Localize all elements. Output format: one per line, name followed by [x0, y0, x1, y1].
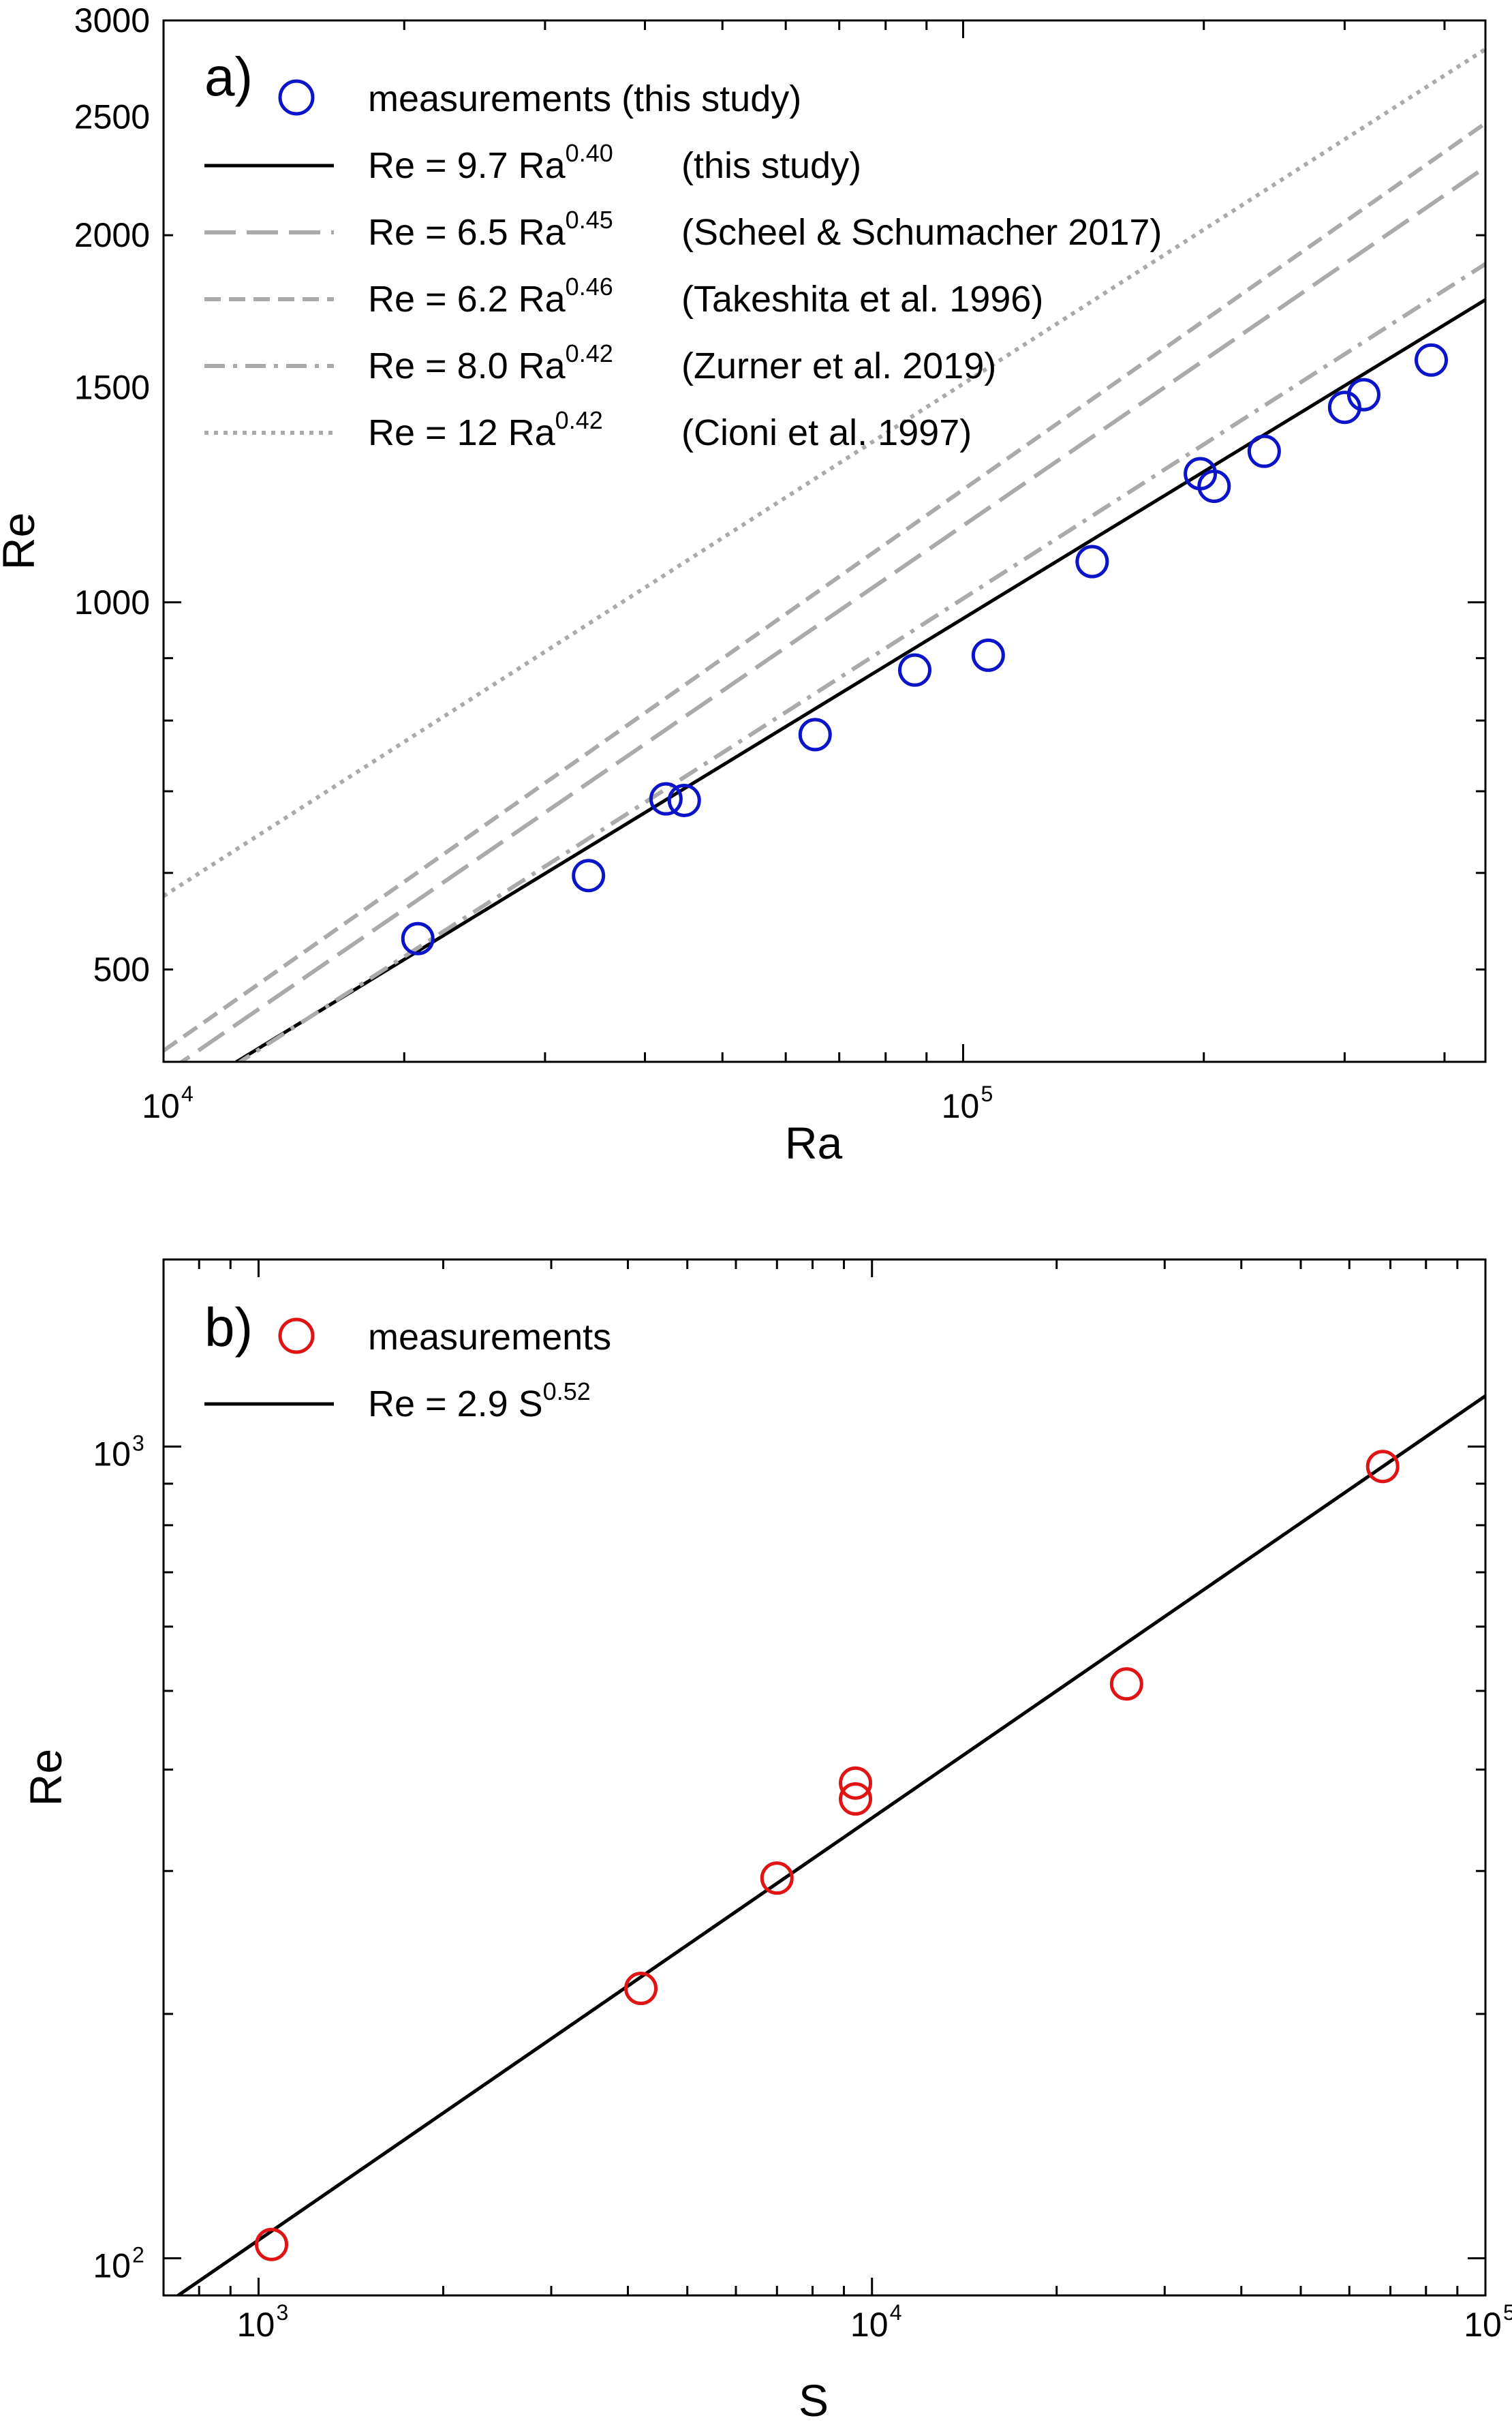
legend-marker: [278, 79, 315, 116]
legend-note: (Cioni et al. 1997): [681, 412, 972, 453]
legend-eq: Re = 9.7 Ra: [368, 145, 566, 186]
data-point: [1346, 378, 1380, 412]
y-tick-label: 2000: [74, 216, 150, 254]
data-point: [255, 2227, 289, 2261]
data-point: [798, 718, 832, 752]
x-tick-label: 10: [942, 1087, 980, 1125]
legend-label: Re = 8.0 Ra0.42: [368, 339, 613, 386]
x-tick-label-exp: 4: [890, 2300, 902, 2325]
legend-marker: [278, 1317, 315, 1354]
x-axis-label: Ra: [785, 1118, 843, 1168]
legend-eq-exp: 0.52: [543, 1377, 591, 1405]
fit-line-4: [164, 47, 1485, 898]
fit-lines: [164, 47, 1485, 1062]
legend-label: Re = 12 Ra0.42: [368, 406, 603, 453]
data-points: [401, 343, 1448, 956]
data-point: [898, 653, 932, 687]
y-tick-label-exp: 3: [132, 1431, 144, 1455]
legend-label: measurements (this study): [368, 78, 801, 119]
plot-frame: [162, 19, 1487, 1063]
x-tick-label: 10: [850, 2306, 889, 2344]
data-point: [1414, 343, 1448, 377]
data-point: [839, 1782, 873, 1816]
data-point: [649, 782, 683, 816]
data-point: [1247, 434, 1281, 468]
fit-line-0: [175, 1394, 1485, 2295]
data-point: [760, 1861, 794, 1895]
data-point: [1109, 1667, 1143, 1701]
data-point: [1366, 1450, 1400, 1484]
legend: measurements (this study) Re = 9.7 Ra0.40…: [204, 78, 1162, 453]
y-tick-label: 500: [93, 950, 150, 988]
y-tick-label: 10: [93, 1435, 131, 1473]
data-point: [1197, 470, 1231, 504]
y-tick-label: 1500: [74, 369, 150, 407]
legend-note: (Scheel & Schumacher 2017): [681, 212, 1162, 253]
legend-label: measurements: [368, 1317, 611, 1358]
legend-eq: Re = 12 Ra: [368, 412, 556, 453]
x-tick-label-exp: 4: [181, 1082, 194, 1106]
legend-eq: Re = 6.2 Ra: [368, 279, 566, 320]
legend-eq: Re = 8.0 Ra: [368, 346, 566, 386]
data-point: [401, 921, 435, 956]
x-axis-label: S: [799, 2375, 829, 2426]
x-tick-label-exp: 5: [1503, 2300, 1512, 2325]
data-point: [1075, 545, 1109, 579]
plot-frame: [162, 1258, 1487, 2297]
legend-note: (Takeshita et al. 1996): [681, 279, 1043, 320]
y-axis-label: Re: [0, 513, 44, 570]
legend-note: (this study): [681, 145, 861, 186]
data-point: [839, 1766, 873, 1800]
y-tick-label: 3000: [74, 1, 150, 40]
fit-line-3: [236, 262, 1485, 1062]
legend-note: (Zurner et al. 2019): [681, 346, 996, 386]
fit-line-1: [178, 165, 1485, 1062]
data-points: [255, 1450, 1400, 2261]
x-tick-label: 10: [1464, 2306, 1502, 2344]
data-point: [572, 859, 606, 893]
data-point: [971, 638, 1005, 672]
legend-eq: Re = 2.9 S: [368, 1384, 543, 1424]
panel-label: a): [204, 46, 253, 107]
fit-lines: [175, 1394, 1485, 2295]
y-tick-label: 1000: [74, 583, 150, 622]
panel-label: b): [204, 1297, 253, 1358]
y-tick-label: 2500: [74, 98, 150, 136]
y-axis-label: Re: [20, 1749, 71, 1806]
minor-ticks: [162, 19, 1485, 1062]
legend-eq-exp: 0.42: [566, 339, 613, 367]
data-point: [624, 1972, 658, 2006]
x-tick-label: 10: [142, 1087, 180, 1125]
legend-eq-exp: 0.45: [566, 206, 613, 234]
legend-eq-exp: 0.40: [566, 139, 613, 167]
legend-eq-exp: 0.42: [555, 406, 603, 434]
fit-line-2: [164, 121, 1485, 1053]
legend-eq: Re = 6.5 Ra: [368, 212, 566, 253]
legend-label: Re = 6.5 Ra0.45: [368, 206, 613, 253]
legend-label: Re = 9.7 Ra0.40: [368, 139, 613, 186]
legend-label: Re = 6.2 Ra0.46: [368, 273, 613, 320]
data-point: [667, 783, 701, 817]
y-tick-label-exp: 2: [132, 2243, 144, 2267]
x-tick-label: 10: [237, 2306, 275, 2344]
legend: measurements Re = 2.9 S0.52: [204, 1317, 611, 1424]
x-tick-label-exp: 5: [981, 1082, 993, 1106]
minor-ticks: [162, 1259, 1487, 2297]
legend-eq-exp: 0.46: [566, 273, 613, 301]
x-tick-label-exp: 3: [276, 2300, 288, 2325]
y-tick-label: 10: [93, 2247, 131, 2285]
legend-label: Re = 2.9 S0.52: [368, 1377, 591, 1424]
